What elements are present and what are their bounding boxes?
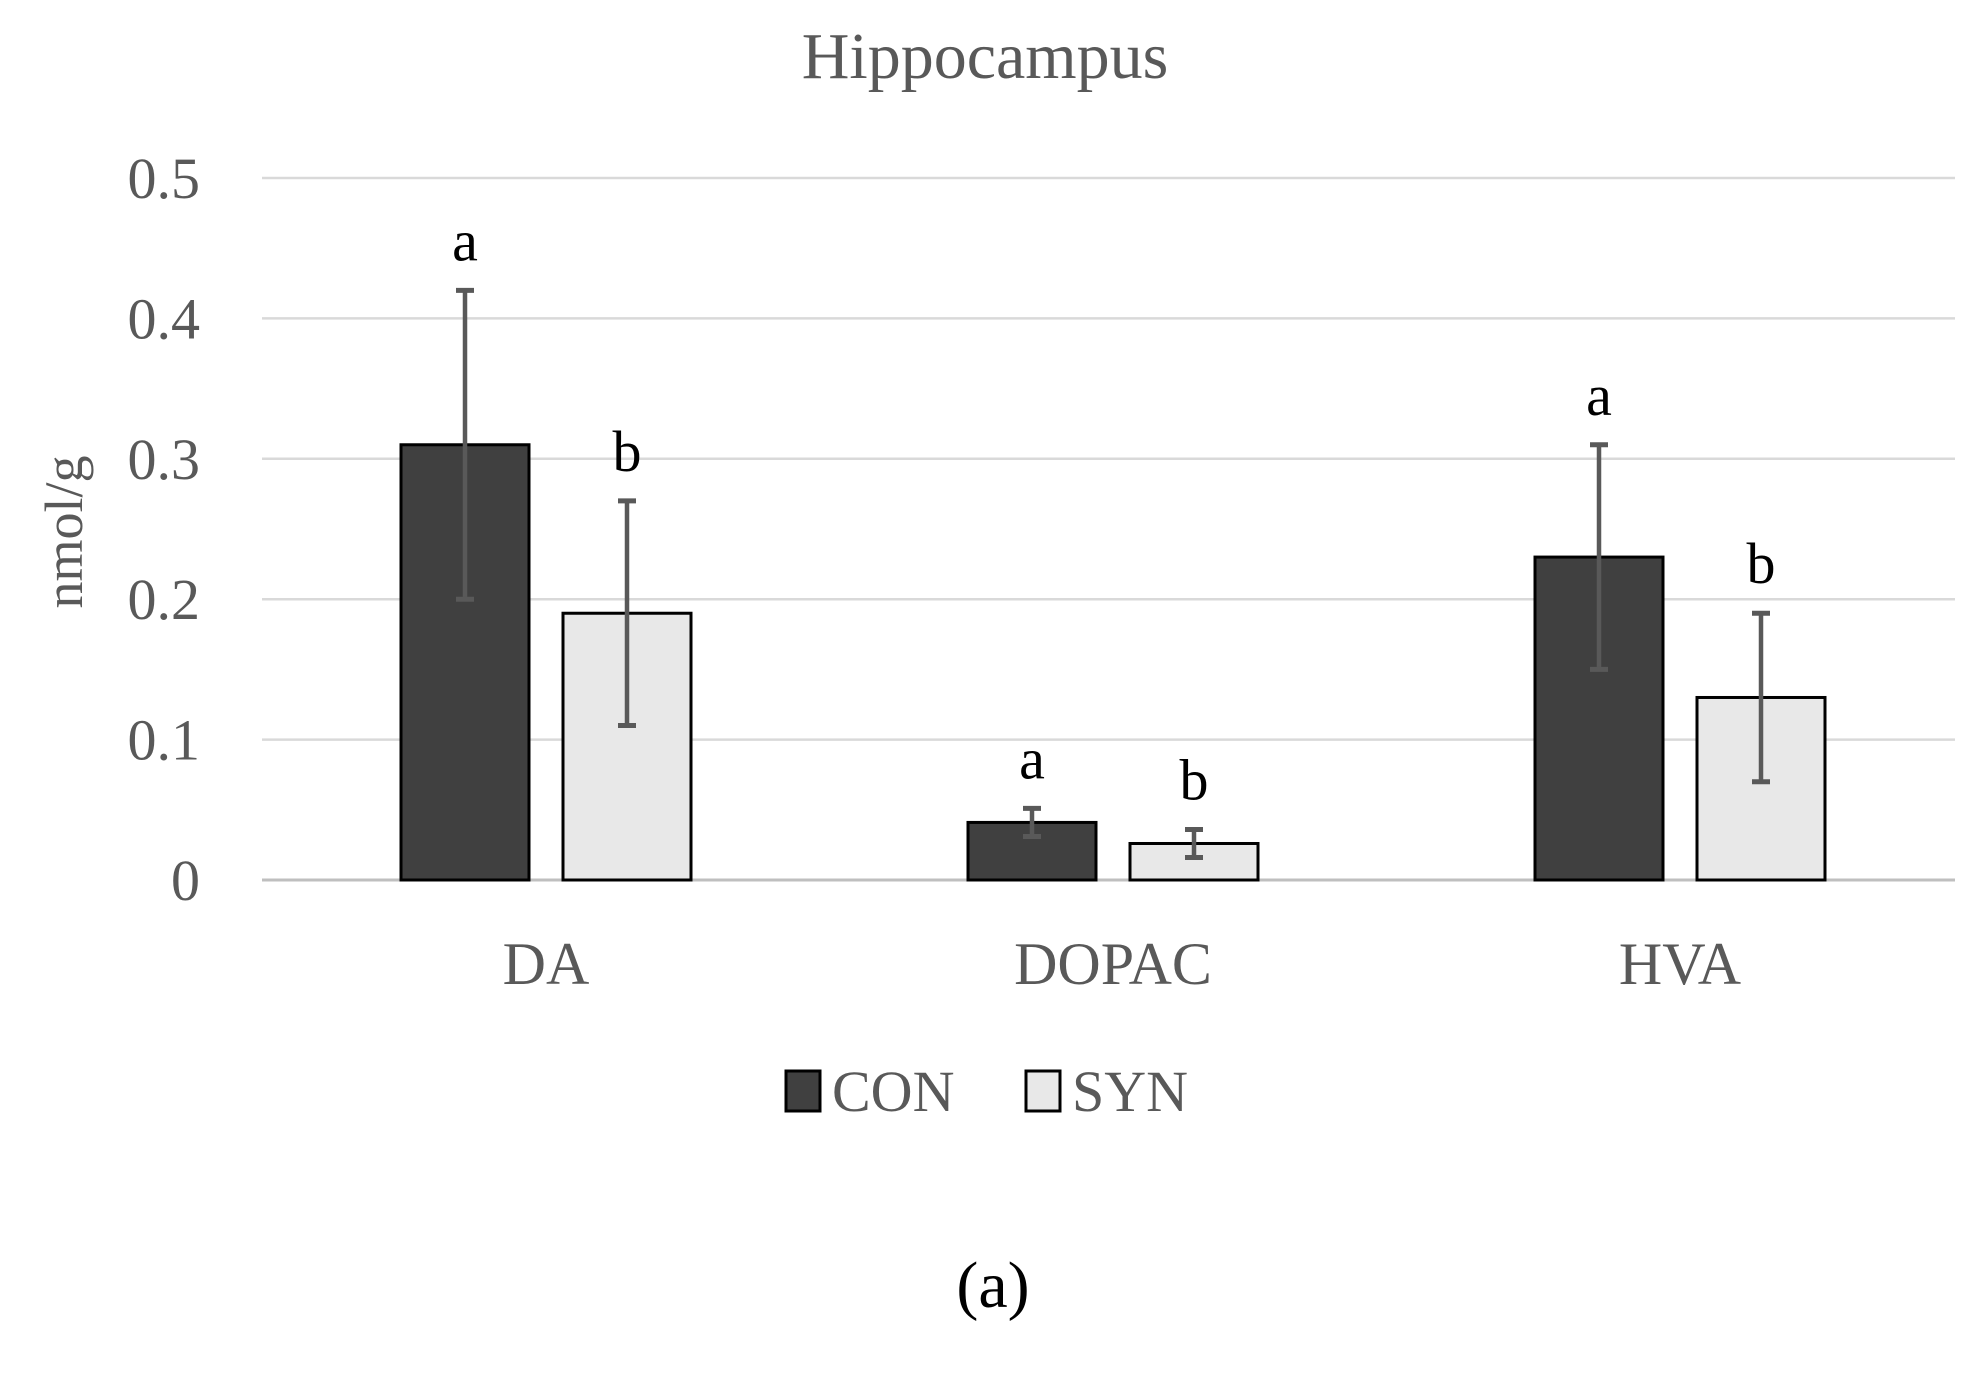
x-tick-label-hva: HVA: [1619, 931, 1741, 997]
y-tick-label: 0.5: [128, 146, 201, 211]
y-axis-label: nmol/g: [34, 455, 94, 608]
error-bars: [456, 287, 1770, 861]
error-bar-con-hva: [1590, 442, 1608, 672]
legend-swatch-syn: [1024, 1069, 1062, 1113]
y-tick-label: 0.4: [128, 286, 201, 351]
legend: CON SYN: [784, 1059, 1188, 1124]
bars: [399, 443, 1827, 882]
y-tick-labels: 0 0.1 0.2 0.3 0.4 0.5: [128, 146, 201, 913]
legend-label-syn: SYN: [1072, 1059, 1188, 1124]
legend-swatch-con: [784, 1069, 822, 1113]
significance-label: a: [1019, 726, 1045, 791]
error-bar-con-dopac: [1023, 805, 1041, 839]
y-tick-label: 0.3: [128, 427, 201, 492]
significance-label: b: [613, 419, 642, 484]
error-bar-syn-da: [618, 498, 636, 729]
y-tick-label: 0.1: [128, 708, 201, 773]
chart-title: Hippocampus: [802, 20, 1169, 93]
error-bar-con-da: [456, 287, 474, 602]
significance-labels: a b a b a b: [452, 208, 1775, 812]
significance-label: b: [1180, 747, 1209, 812]
significance-label: a: [452, 208, 478, 273]
legend-label-con: CON: [832, 1059, 954, 1124]
x-tick-labels: DA DOPAC HVA: [503, 931, 1741, 997]
y-tick-label: 0.2: [128, 567, 201, 632]
gridlines: [262, 176, 1955, 882]
error-bar-syn-dopac: [1185, 826, 1203, 861]
y-tick-label: 0: [171, 848, 200, 913]
x-tick-label-da: DA: [503, 931, 590, 997]
significance-label: b: [1747, 531, 1776, 596]
error-bar-syn-hva: [1752, 610, 1770, 785]
panel-label: (a): [956, 1249, 1030, 1322]
x-tick-label-dopac: DOPAC: [1014, 931, 1212, 997]
significance-label: a: [1586, 363, 1612, 428]
